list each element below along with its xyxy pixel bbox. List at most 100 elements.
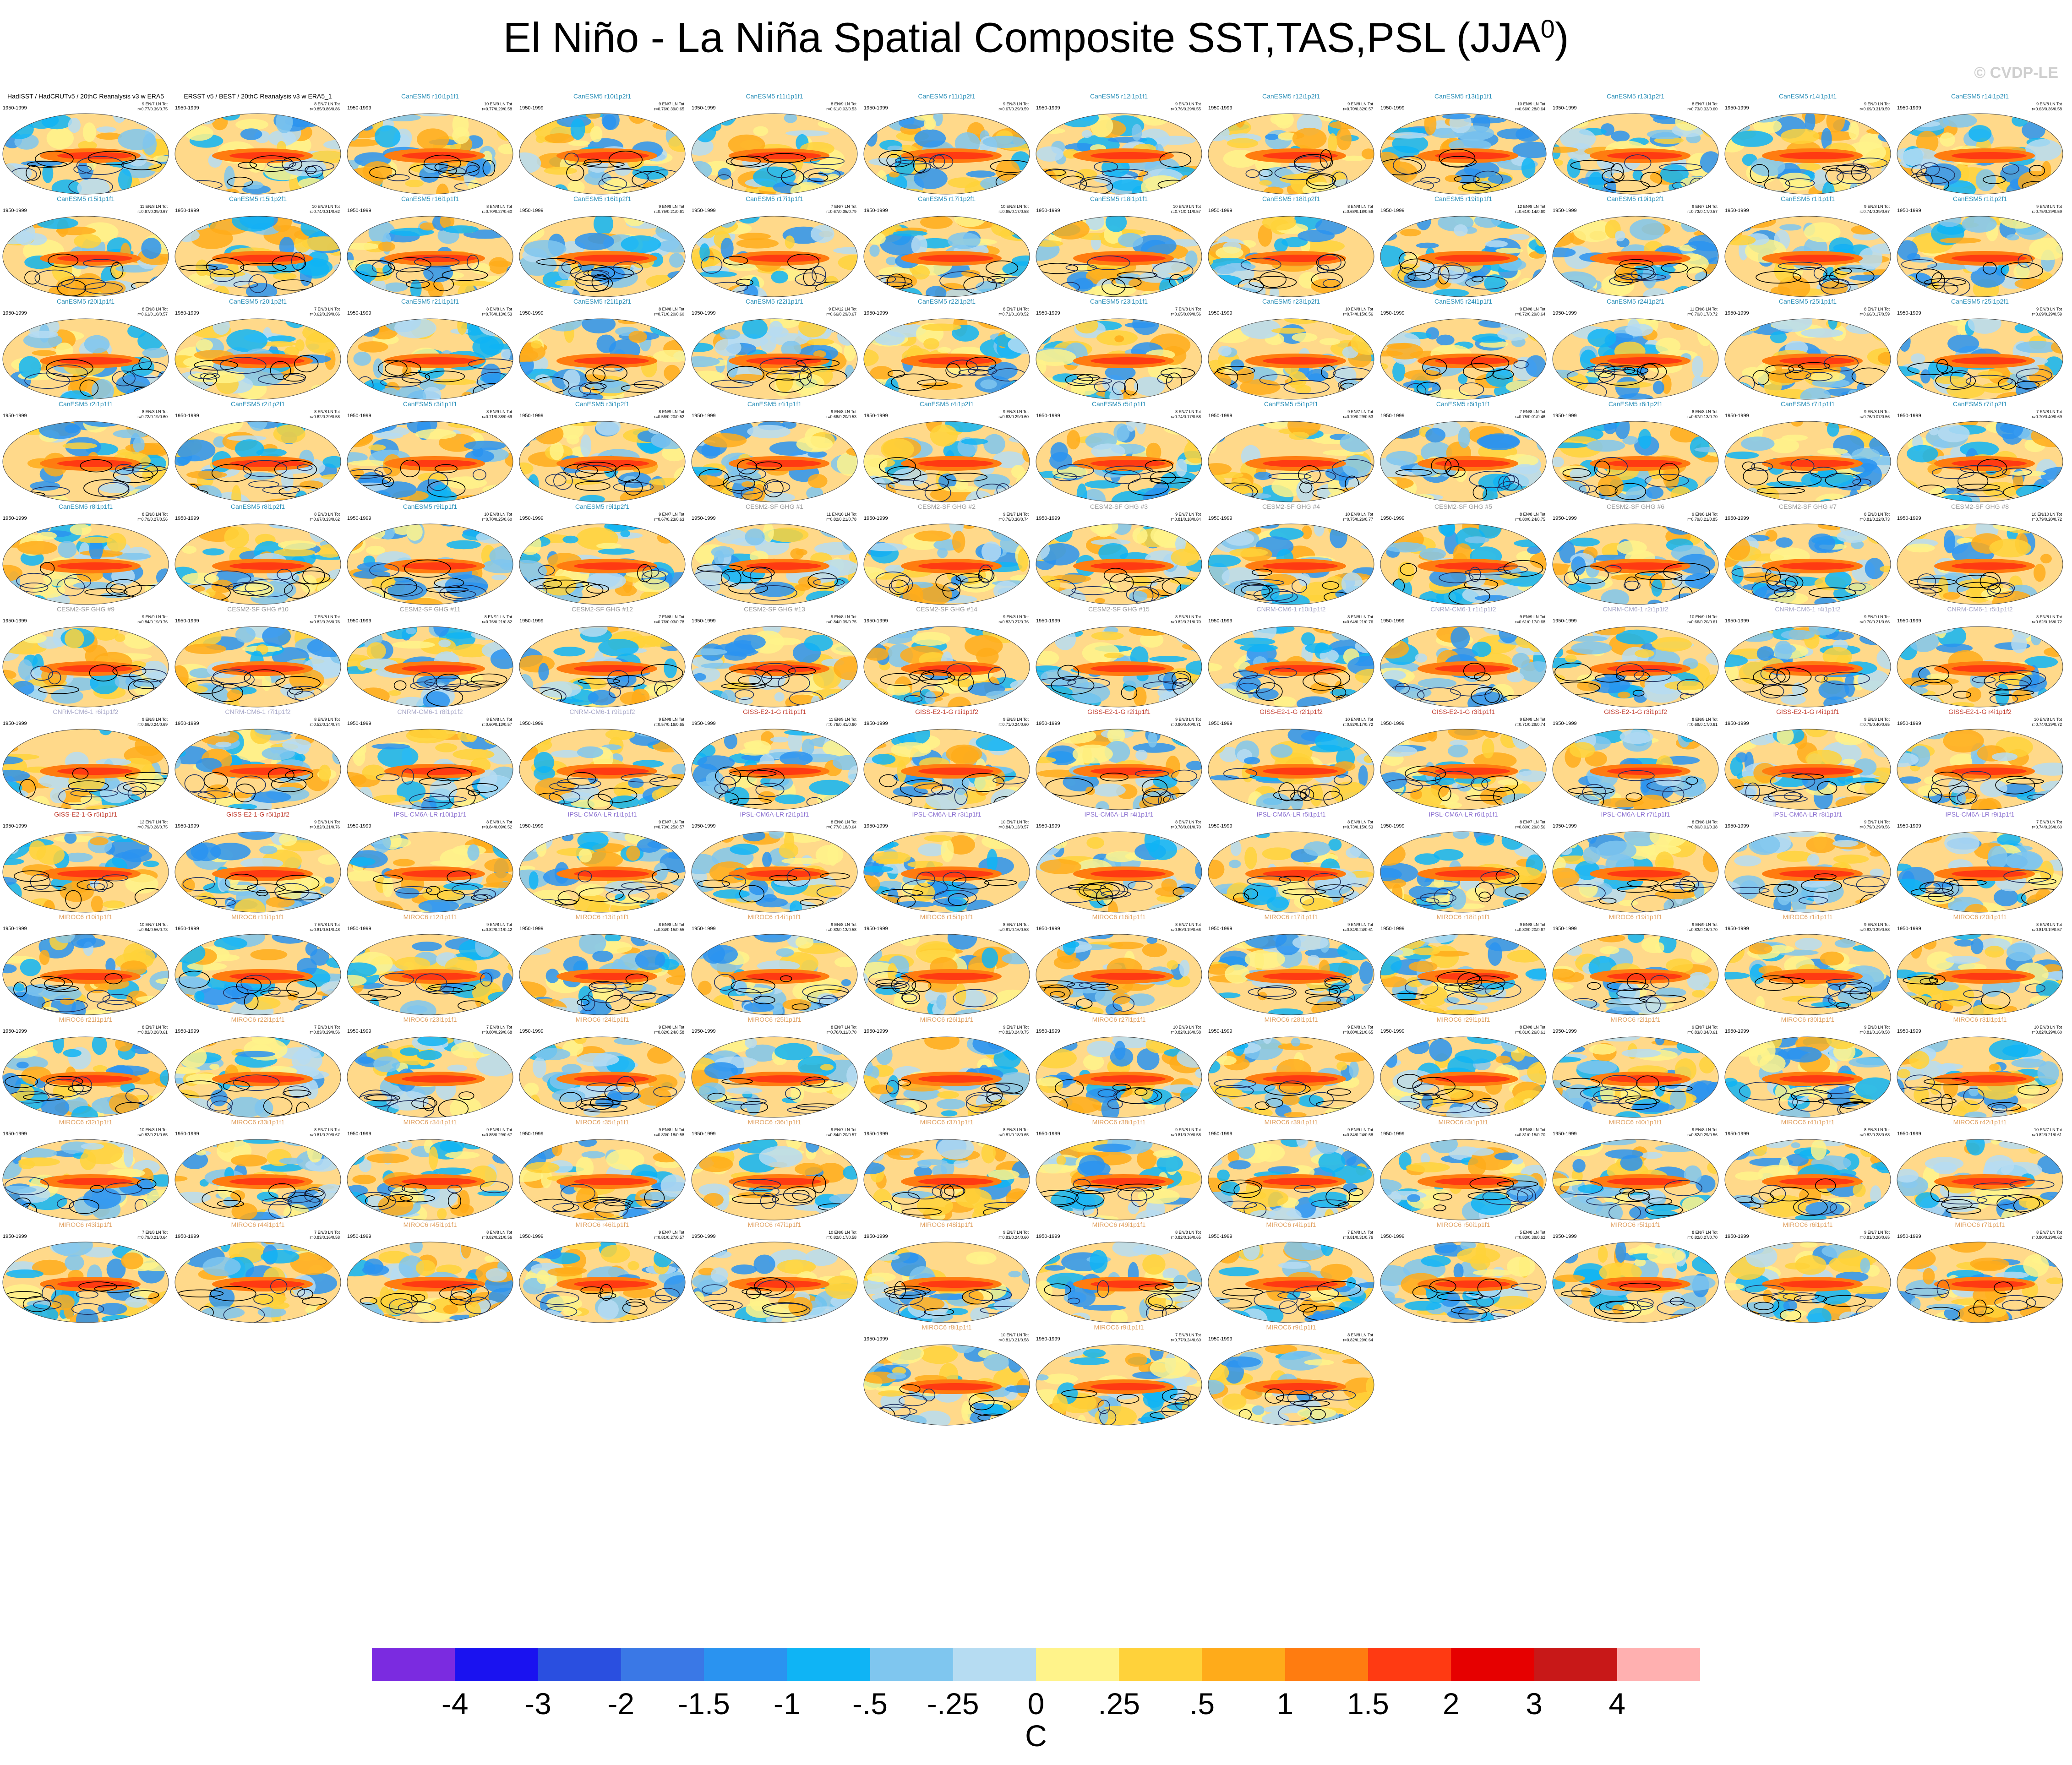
panel-year-range: 1950-1999 xyxy=(1553,1234,1577,1239)
panel-year-range: 1950-1999 xyxy=(1725,926,1749,932)
map-panel: CanESM5 r1i1p2f1 1950-1999 9 EN/8 LN Tot r=… xyxy=(1896,194,2064,332)
event-count: 7 EN/8 LN Tot xyxy=(314,615,340,619)
colorbar-swatch xyxy=(1036,1648,1119,1681)
panel-stats: 8 EN/8 LN Tot r=0.81/0.18/0.65 xyxy=(998,1128,1029,1138)
map-panel: CESM2-SF GHG #4 1950-1999 10 EN/9 LN Tot r=… xyxy=(1207,502,1375,639)
panel-stats: 9 EN/8 LN Tot r=0.80/0.21/0.65 xyxy=(1343,1025,1373,1035)
composite-map xyxy=(1208,1344,1374,1426)
map-panel: CanESM5 r5i1p1f1 1950-1999 8 EN/7 LN Tot r=… xyxy=(1035,399,1203,537)
panel-title: CanESM5 r14i1p2f1 xyxy=(1951,93,2009,100)
map-panel: MIROC6 r32i1p1f1 1950-1999 10 EN/8 LN Tot r… xyxy=(2,1117,169,1255)
panel-title: CESM2-SF GHG #1 xyxy=(745,503,804,510)
composite-map xyxy=(519,421,686,502)
event-count: 9 EN/8 LN Tot xyxy=(1347,102,1373,106)
composite-map xyxy=(174,421,341,502)
pattern-correlation: r=0.82/0.17/0.72 xyxy=(1343,722,1373,727)
map-panel: CanESM5 r7i1p1f1 1950-1999 9 EN/8 LN Tot r=… xyxy=(1724,399,1892,537)
panel-title: MIROC6 r34i1p1f1 xyxy=(403,1118,457,1126)
composite-map xyxy=(1208,421,1374,502)
panel-title: MIROC6 r32i1p1f1 xyxy=(59,1118,113,1126)
panel-year-range: 1950-1999 xyxy=(519,721,544,726)
pattern-correlation: r=0.76/0.39/0.65 xyxy=(654,107,684,111)
map-panel: CanESM5 r1i1p1f1 1950-1999 9 EN/8 LN Tot r=… xyxy=(1724,194,1892,332)
map-panel: MIROC6 r4i1p1f1 1950-1999 7 EN/8 LN Tot r=0… xyxy=(1207,1220,1375,1357)
panel-year-range: 1950-1999 xyxy=(1725,413,1749,419)
panel-title: MIROC6 r19i1p1f1 xyxy=(1609,913,1663,921)
panel-year-range: 1950-1999 xyxy=(1897,1029,1921,1034)
panel-stats: 11 EN/10 LN Tot r=0.82/0.21/0.78 xyxy=(826,512,856,522)
panel-year-range: 1950-1999 xyxy=(864,1234,888,1239)
composite-map xyxy=(174,113,341,195)
pattern-correlation: r=0.84/0.20/0.57 xyxy=(826,1133,856,1137)
event-count: 9 EN/8 LN Tot xyxy=(314,820,340,824)
pattern-correlation: r=0.72/0.29/0.64 xyxy=(1515,312,1545,316)
pattern-correlation: r=0.81/0.20/0.58 xyxy=(1171,1133,1201,1137)
event-count: 9 EN/8 LN Tot xyxy=(1692,1128,1718,1132)
composite-map xyxy=(1380,216,1547,297)
panel-stats: 8 EN/8 LN Tot r=0.80/0.24/0.75 xyxy=(1515,512,1545,522)
panel-title: CanESM5 r23i1p1f1 xyxy=(1090,298,1148,305)
panel-year-range: 1950-1999 xyxy=(175,311,199,316)
event-count: 9 EN/8 LN Tot xyxy=(1003,717,1029,722)
panel-stats: 9 EN/7 LN Tot r=0.83/0.24/0.60 xyxy=(998,1230,1029,1240)
composite-map xyxy=(1036,523,1202,605)
panel-year-range: 1950-1999 xyxy=(1380,516,1405,521)
map-panel: CanESM5 r20i1p2f1 1950-1999 7 EN/8 LN Tot r… xyxy=(174,297,342,434)
event-count: 8 EN/8 LN Tot xyxy=(486,204,512,209)
event-count: 5 EN/8 LN Tot xyxy=(1520,1230,1545,1235)
panel-year-range: 1950-1999 xyxy=(1208,618,1232,624)
panel-title: CanESM5 r11i1p2f1 xyxy=(918,93,976,100)
panel-year-range: 1950-1999 xyxy=(1897,926,1921,932)
map-panel: IPSL-CM6A-LR r2i1p1f1 1950-1999 8 EN/8 LN … xyxy=(691,810,858,947)
panel-stats: 9 EN/8 LN Tot r=0.82/0.24/0.58 xyxy=(654,1025,684,1035)
composite-map xyxy=(691,1139,858,1220)
event-count: 9 EN/8 LN Tot xyxy=(1692,512,1718,517)
map-panel: CESM2-SF GHG #14 1950-1999 9 EN/8 LN Tot r=… xyxy=(863,605,1031,742)
composite-map xyxy=(1208,831,1374,913)
event-count: 8 EN/8 LN Tot xyxy=(486,820,512,824)
composite-map xyxy=(174,934,341,1015)
panel-stats: 9 EN/7 LN Tot r=0.84/0.20/0.57 xyxy=(826,1128,856,1138)
map-panel: MIROC6 r42i1p1f1 1950-1999 10 EN/7 LN Tot r… xyxy=(1896,1117,2064,1255)
composite-map xyxy=(519,1242,686,1323)
pattern-correlation: r=0.78/0.11/0.70 xyxy=(826,1030,856,1035)
composite-map xyxy=(1724,934,1891,1015)
panel-stats: 7 EN/8 LN Tot r=0.82/0.26/0.76 xyxy=(310,615,340,625)
event-count: 10 EN/7 LN Tot xyxy=(140,922,168,927)
panel-stats: 8 EN/8 LN Tot r=0.61/0.10/0.57 xyxy=(137,307,168,317)
panel-stats: 10 EN/8 LN Tot r=0.82/0.17/0.58 xyxy=(826,1230,856,1240)
pattern-correlation: r=0.70/0.27/0.56 xyxy=(137,517,168,522)
composite-map xyxy=(1552,831,1719,913)
panel-title: MIROC6 r25i1p1f1 xyxy=(747,1016,802,1023)
composite-map xyxy=(1036,626,1202,708)
event-count: 9 EN/7 LN Tot xyxy=(1175,512,1201,517)
panel-year-range: 1950-1999 xyxy=(175,1029,199,1034)
panel-stats: 8 EN/7 LN Tot r=0.81/0.29/0.67 xyxy=(310,1128,340,1138)
pattern-correlation: r=0.80/0.19/0.66 xyxy=(1171,927,1201,932)
event-count: 9 EN/7 LN Tot xyxy=(1347,409,1373,414)
map-panel: MIROC6 r33i1p1f1 1950-1999 8 EN/7 LN Tot r=… xyxy=(174,1117,342,1255)
pattern-correlation: r=0.82/0.26/0.76 xyxy=(310,620,340,624)
event-count: 8 EN/8 LN Tot xyxy=(486,307,512,311)
composite-map xyxy=(347,318,513,400)
event-count: 8 EN/8 LN Tot xyxy=(2036,615,2062,619)
panel-year-range: 1950-1999 xyxy=(1380,1234,1405,1239)
pattern-correlation: r=0.83/0.34/0.61 xyxy=(1687,1030,1718,1035)
panel-title: GISS-E2-1-G r4i1p1f1 xyxy=(1776,708,1839,715)
event-count: 9 EN/8 LN Tot xyxy=(142,717,168,722)
map-panel: CanESM5 r2i1p2f1 1950-1999 8 EN/8 LN Tot r=… xyxy=(174,399,342,537)
panel-title: CESM2-SF GHG #11 xyxy=(399,605,461,613)
panel-year-range: 1950-1999 xyxy=(1725,105,1749,111)
map-panel: MIROC6 r39i1p1f1 1950-1999 9 EN/9 LN Tot r=… xyxy=(1207,1117,1375,1255)
event-count: 9 EN/8 LN Tot xyxy=(1520,307,1545,311)
panel-title: CESM2-SF GHG #10 xyxy=(227,605,289,613)
pattern-correlation: r=0.77/0.29/0.58 xyxy=(482,107,512,111)
panel-title: MIROC6 r30i1p1f1 xyxy=(1781,1016,1835,1023)
map-panel: CESM2-SF GHG #11 1950-1999 8 EN/11 LN Tot r… xyxy=(346,605,514,742)
map-panel: CanESM5 r13i1p2f1 1950-1999 8 EN/7 LN Tot r… xyxy=(1552,92,1719,229)
composite-map xyxy=(1897,1139,2063,1220)
pattern-correlation: r=0.81/0.22/0.73 xyxy=(1859,517,1890,522)
panel-title: CESM2-SF GHG #5 xyxy=(1434,503,1493,510)
panel-stats: 8 EN/8 LN Tot r=0.81/0.22/0.73 xyxy=(1859,512,1890,522)
pattern-correlation: r=0.61/0.14/0.60 xyxy=(1515,209,1545,214)
